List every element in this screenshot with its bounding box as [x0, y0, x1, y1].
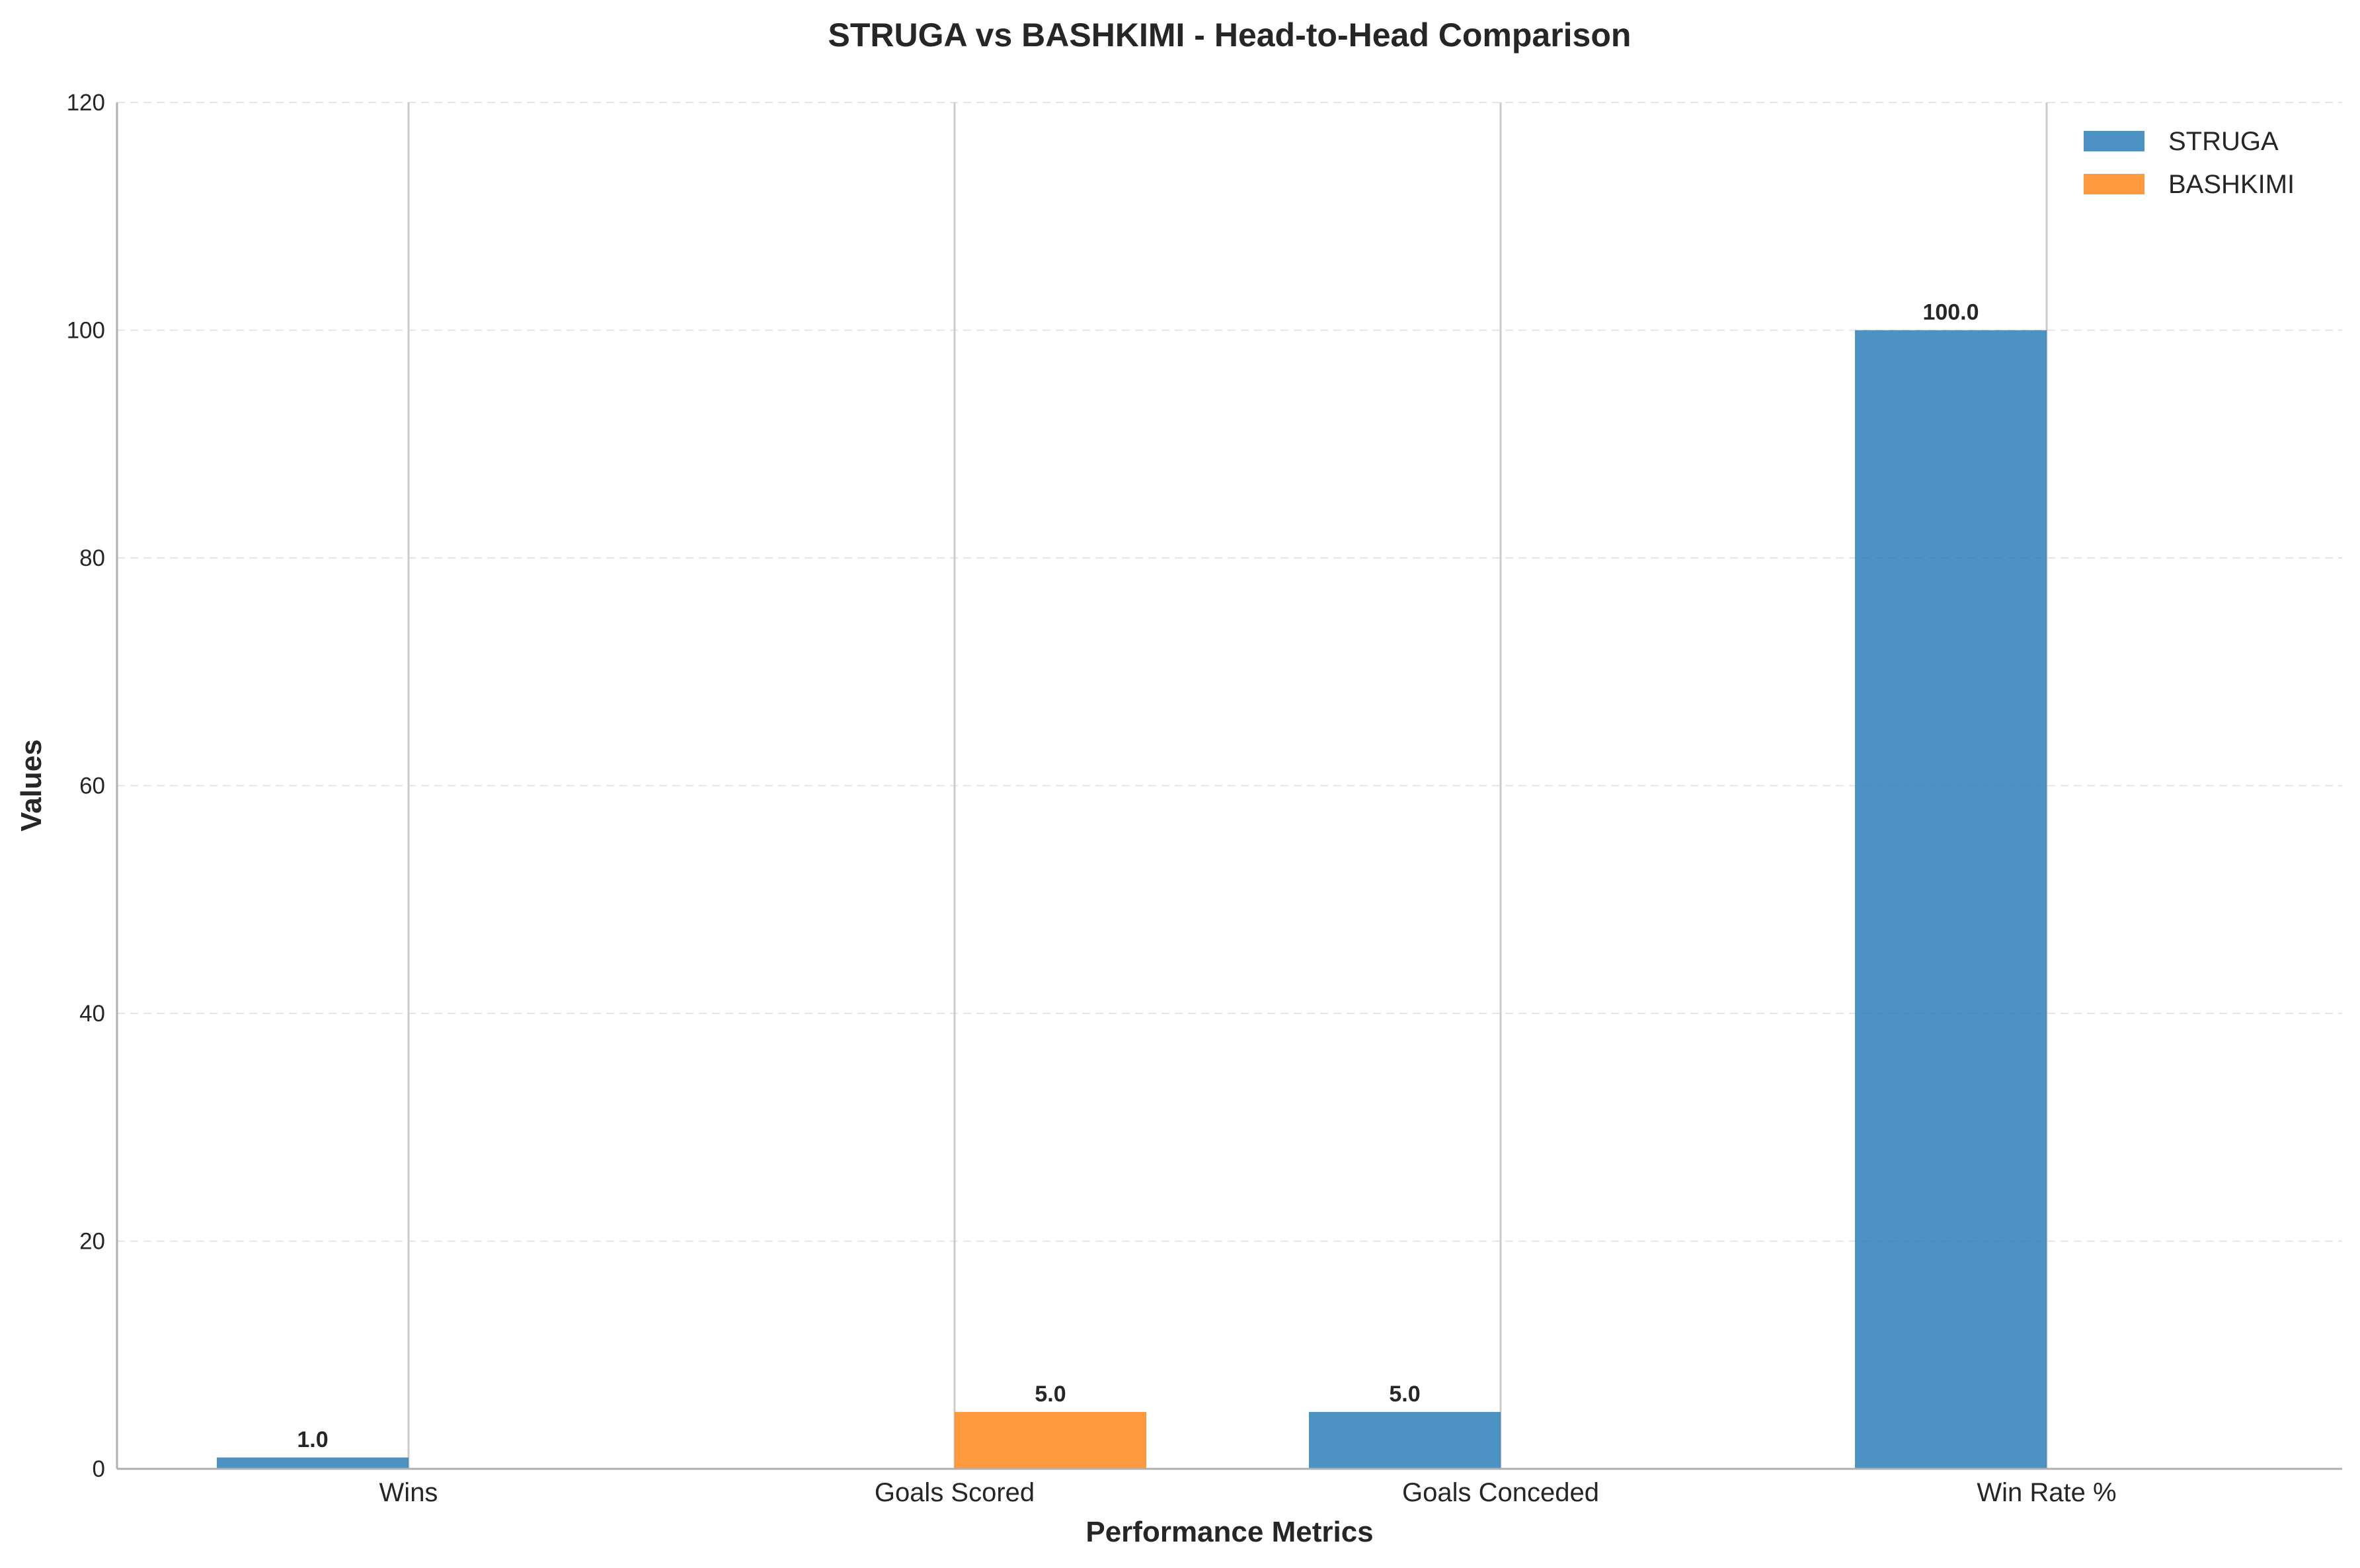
data-labels: 1.0 5.0 100.0 5.0 [297, 300, 1979, 1452]
legend-swatch [2084, 174, 2144, 194]
bars [217, 330, 2047, 1469]
legend-label: STRUGA [2168, 127, 2279, 156]
data-label: 1.0 [297, 1427, 328, 1452]
bar [1309, 1411, 1501, 1469]
x-axis-label: Performance Metrics [1085, 1516, 1373, 1548]
y-tick-label: 100 [67, 318, 105, 344]
x-tick-label: Goals Scored [875, 1478, 1035, 1507]
data-label: 5.0 [1389, 1382, 1420, 1407]
y-tick-label: 120 [67, 90, 105, 116]
y-tick-label: 80 [79, 545, 105, 571]
y-tick-label: 40 [79, 1001, 105, 1027]
x-tick-label: Wins [379, 1478, 438, 1507]
x-tick-label: Win Rate % [1977, 1478, 2116, 1507]
bar [955, 1411, 1146, 1469]
y-tick-label: 20 [79, 1229, 105, 1255]
data-label: 100.0 [1922, 300, 1979, 325]
x-tick-label: Goals Conceded [1402, 1478, 1599, 1507]
legend-swatch [2084, 131, 2144, 151]
y-tick-label: 60 [79, 773, 105, 799]
x-tick-labels: Wins Goals Scored Goals Conceded Win Rate % [379, 1478, 2117, 1507]
y-tick-label: 0 [93, 1456, 105, 1482]
chart-title: STRUGA vs BASHKIMI - Head-to-Head Compar… [828, 17, 1632, 54]
bar [1855, 330, 2047, 1469]
y-axis-label: Values [15, 739, 48, 831]
data-label: 5.0 [1035, 1382, 1066, 1407]
legend-label: BASHKIMI [2168, 170, 2295, 199]
bar [217, 1457, 409, 1469]
y-tick-labels: 0 20 40 60 80 100 120 [67, 90, 105, 1482]
legend: STRUGA BASHKIMI [2084, 127, 2295, 199]
